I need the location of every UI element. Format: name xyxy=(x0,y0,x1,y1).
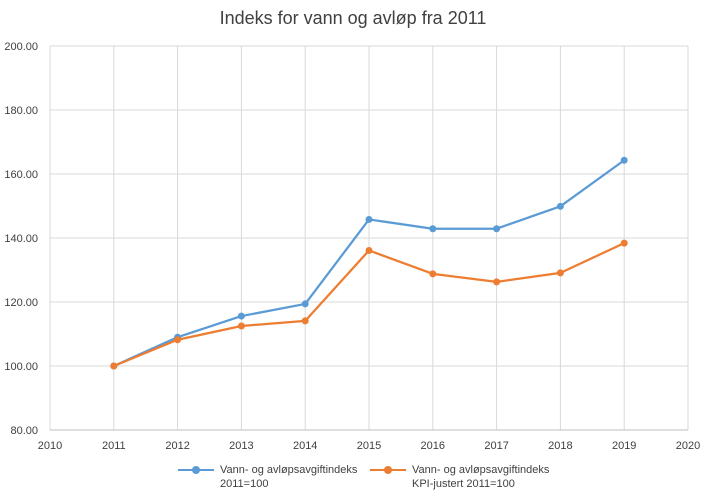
y-tick-label: 140.00 xyxy=(4,233,38,245)
x-tick-label: 2010 xyxy=(38,440,62,452)
y-tick-label: 100.00 xyxy=(4,361,38,373)
y-tick-label: 200.00 xyxy=(4,41,38,53)
data-point xyxy=(365,215,373,223)
data-point xyxy=(174,336,182,344)
axes: 80.00 100.00 120.00 140.00 160.00 180.00 200.0… xyxy=(4,41,700,452)
x-tick-label: 2016 xyxy=(421,440,445,452)
y-tick-label: 120.00 xyxy=(4,297,38,309)
x-tick-label: 2013 xyxy=(229,440,253,452)
x-tick-label: 2014 xyxy=(293,440,317,452)
x-tick-label: 2017 xyxy=(484,440,508,452)
x-tick-label: 2015 xyxy=(357,440,381,452)
x-tick-label: 2019 xyxy=(612,440,636,452)
legend-item-series-2: Vann- og avløpsavgiftindeks KPI-justert … xyxy=(370,463,549,491)
legend-item-series-1: Vann- og avløpsavgiftindeks 2011=100 xyxy=(178,463,357,491)
x-tick-label: 2020 xyxy=(676,440,700,452)
data-point xyxy=(110,362,118,370)
data-point xyxy=(556,269,564,277)
data-point xyxy=(429,225,437,233)
data-point xyxy=(620,156,628,164)
data-point xyxy=(301,317,309,325)
grid xyxy=(49,45,689,430)
x-tick-label: 2012 xyxy=(165,440,189,452)
x-tick-label: 2011 xyxy=(102,440,126,452)
series-layer xyxy=(110,156,628,370)
y-tick-label: 180.00 xyxy=(4,105,38,117)
legend-label-series-1-line1: Vann- og avløpsavgiftindeks xyxy=(220,464,358,476)
y-tick-label: 80.00 xyxy=(10,425,38,437)
legend-swatch-series-2 xyxy=(370,463,406,477)
data-point xyxy=(301,300,309,308)
y-tick-label: 160.00 xyxy=(4,169,38,181)
data-point xyxy=(493,278,501,286)
data-point xyxy=(429,270,437,278)
legend-label-series-1-line2: 2011=100 xyxy=(220,478,269,490)
legend-label-series-2-line2: KPI-justert 2011=100 xyxy=(412,478,515,490)
legend-swatch-series-1 xyxy=(178,463,214,477)
data-point xyxy=(365,246,373,254)
data-point xyxy=(493,225,501,233)
legend: Vann- og avløpsavgiftindeks 2011=100 Van… xyxy=(0,463,706,497)
data-point xyxy=(237,322,245,330)
legend-label-series-2-line1: Vann- og avløpsavgiftindeks xyxy=(412,464,550,476)
x-tick-label: 2018 xyxy=(548,440,572,452)
data-point xyxy=(620,239,628,247)
series-2 xyxy=(110,239,628,370)
chart-title: Indeks for vann og avløp fra 2011 xyxy=(219,8,487,28)
data-point xyxy=(237,312,245,320)
data-point xyxy=(556,202,564,210)
